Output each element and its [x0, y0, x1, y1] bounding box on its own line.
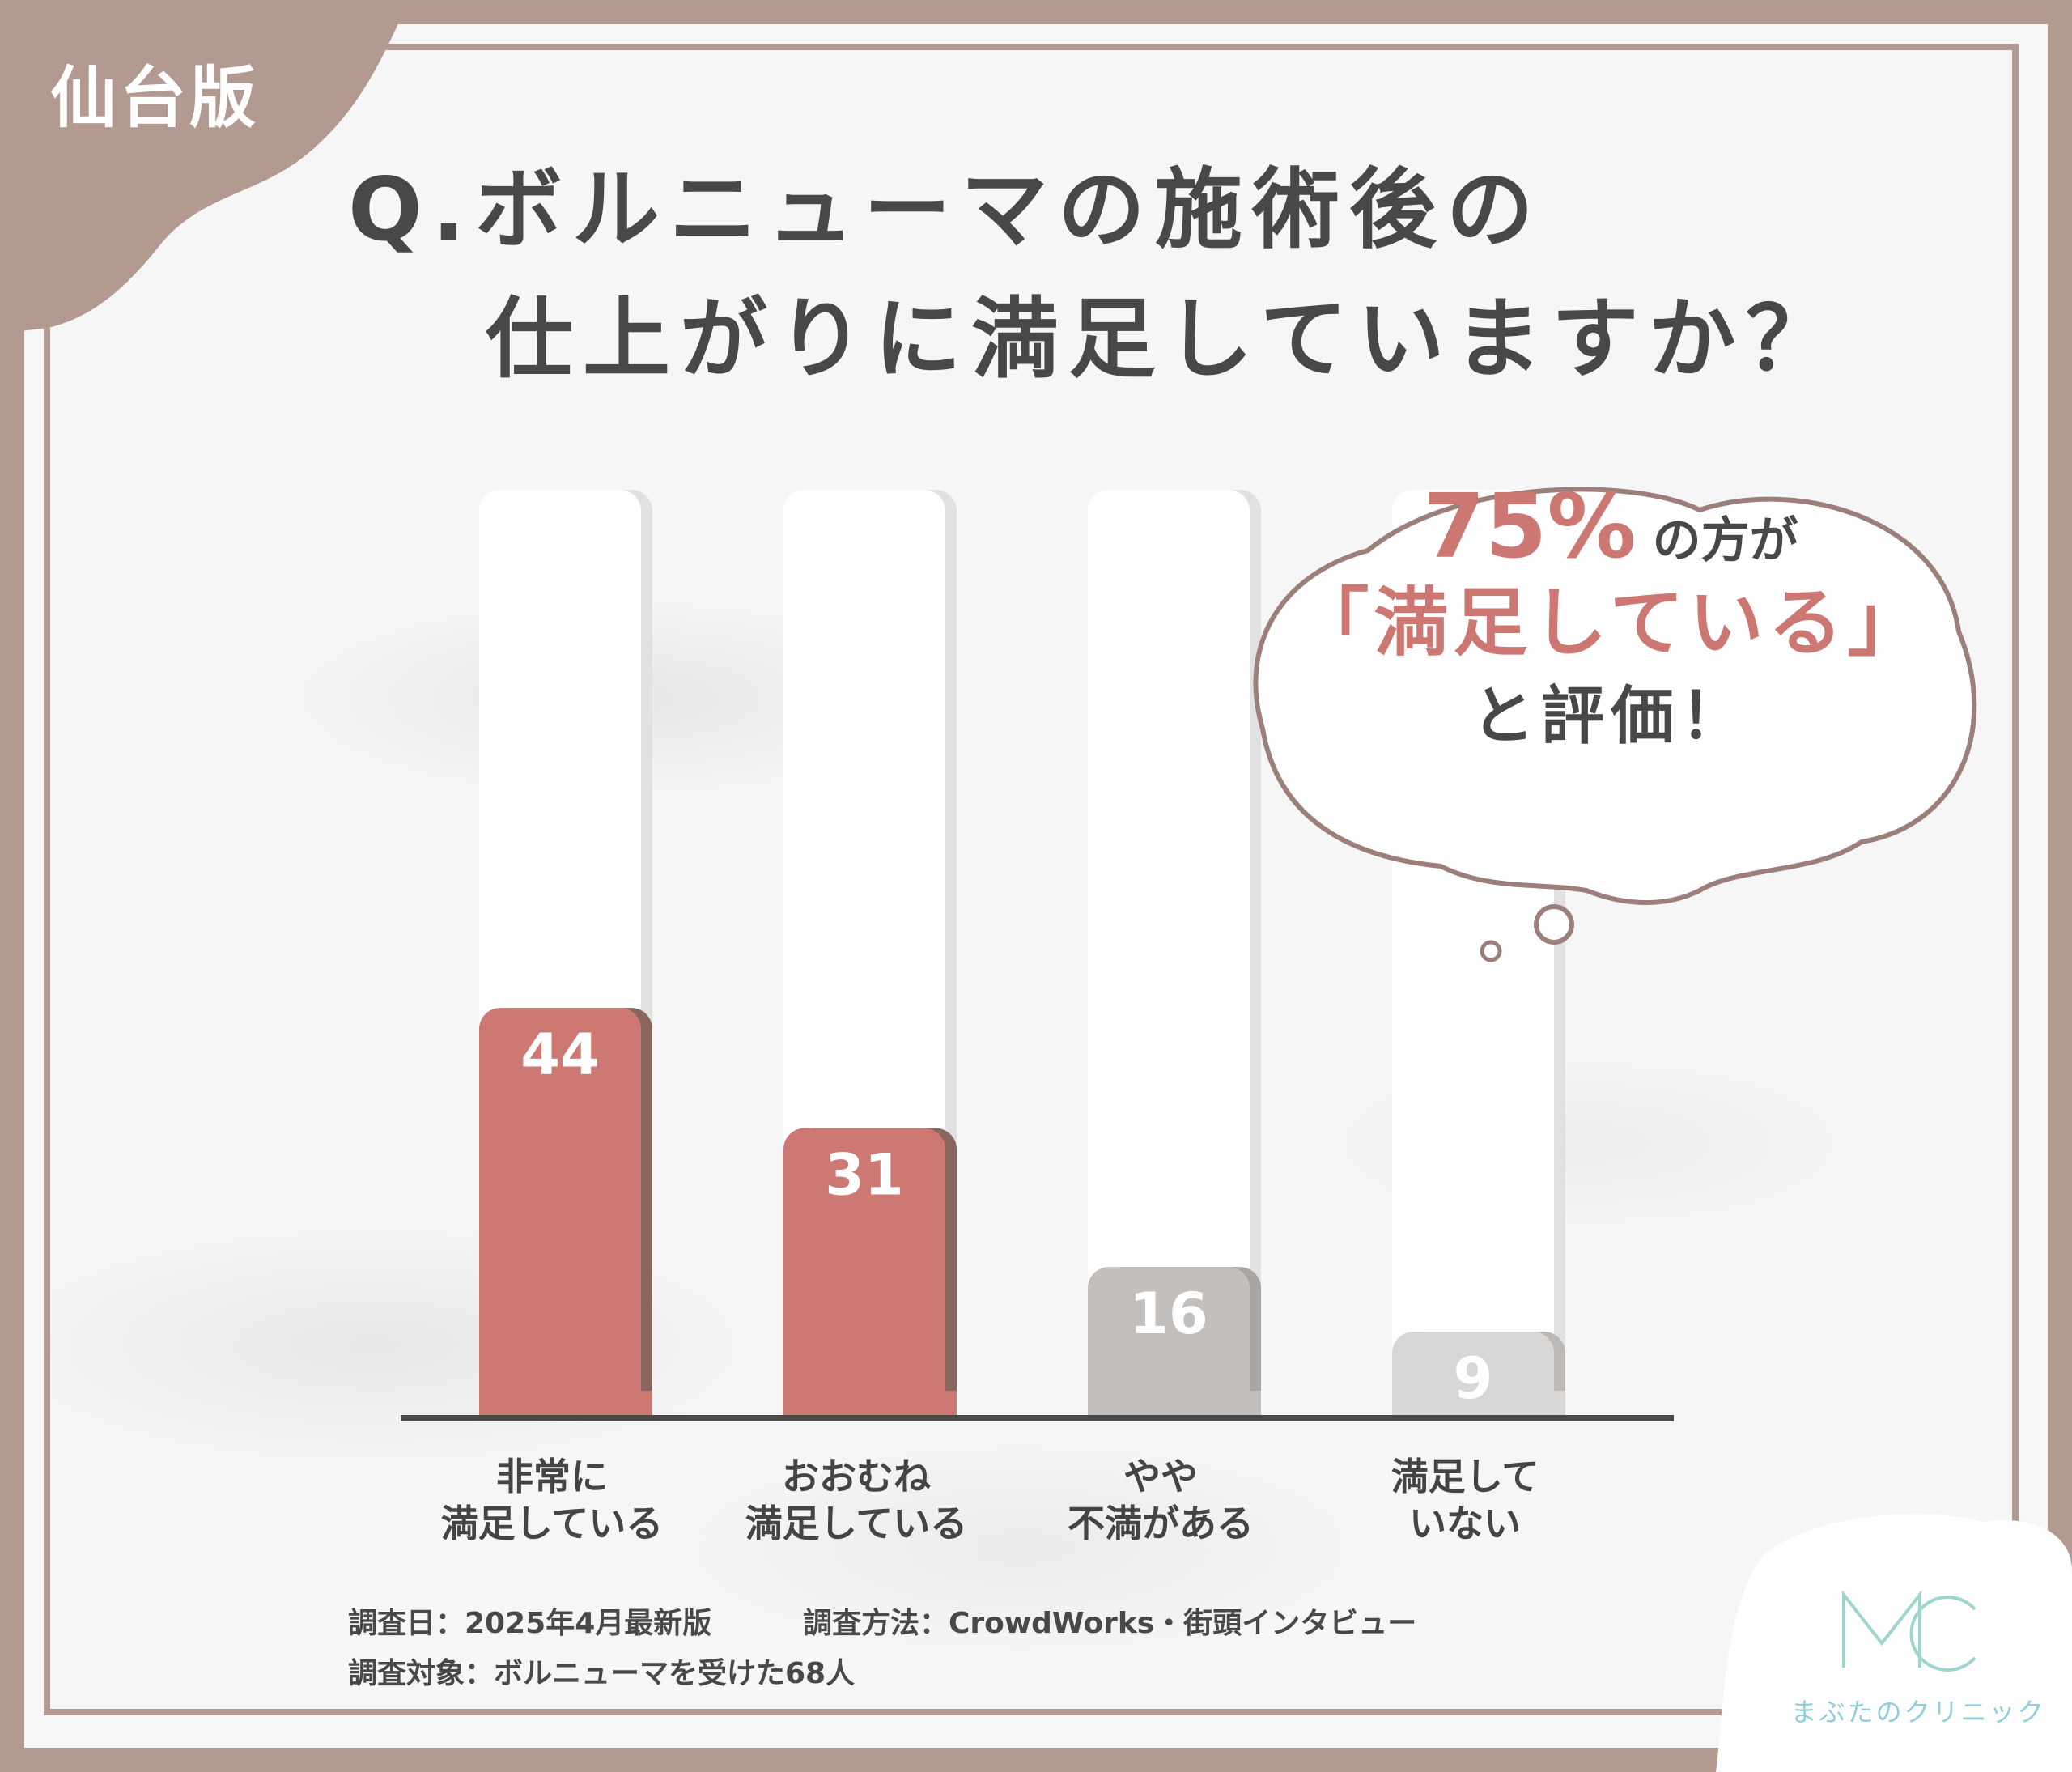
bubble-dot-small [1480, 940, 1502, 962]
bar-base [479, 1391, 652, 1415]
bar [783, 1128, 945, 1415]
callout-suffix: の方が [1652, 512, 1798, 569]
bar-base [783, 1391, 957, 1415]
callout-percent: 75% [1423, 474, 1637, 578]
bar-base [1088, 1391, 1261, 1415]
bar-base [1392, 1391, 1565, 1415]
bar-value-label: 16 [1129, 1281, 1208, 1347]
clinic-logo-mark [1842, 1590, 1976, 1672]
question-title-line-2: 仕上がりに満足していますか？ [486, 289, 1843, 390]
callout-line-1: 75% の方が [1263, 482, 1959, 575]
survey-target: 調査対象：ボルニューマを受けた68人 [348, 1657, 856, 1690]
bar [1088, 1267, 1250, 1415]
bubble-dot-large [1534, 904, 1574, 945]
category-label: 非常に [496, 1455, 608, 1498]
category-label: 満足している [441, 1502, 664, 1545]
category-label: 満足している [745, 1502, 968, 1545]
callout-line-2: 「満足している」 [1294, 580, 1927, 666]
corner-badge-shape [0, 0, 409, 334]
survey-date: 調査日：2025年4月最新版 [348, 1607, 712, 1640]
region-badge: 仙台版 [50, 60, 260, 137]
bar-value-label: 44 [520, 1022, 599, 1088]
bar [479, 1008, 641, 1415]
bar-track [1088, 490, 1250, 1415]
logo-background [1716, 1514, 2072, 1772]
clinic-name: まぶたのクリニック [1790, 1697, 2046, 1727]
callout-line-3: と評価！ [1471, 680, 1750, 753]
category-label: 満足して [1391, 1455, 1539, 1498]
category-label: いない [1409, 1502, 1521, 1545]
survey-method: 調査方法：CrowdWorks・街頭インタビュー [803, 1607, 1417, 1640]
speech-bubble [1253, 487, 1977, 962]
category-label: 不満がある [1068, 1502, 1254, 1545]
bar-value-label: 31 [825, 1142, 903, 1209]
bar-value-label: 9 [1454, 1345, 1493, 1412]
callout-text: 75% の方が 「満足している」 と評価！ [1263, 482, 1959, 761]
bars: 44 31 16 9 [479, 1008, 1565, 1415]
category-label: やや [1123, 1455, 1198, 1498]
bubble-cloud [1253, 487, 1977, 905]
category-label: おおむね [782, 1455, 931, 1498]
question-title-line-1: Q.ボルニューマの施術後の [348, 159, 1543, 261]
